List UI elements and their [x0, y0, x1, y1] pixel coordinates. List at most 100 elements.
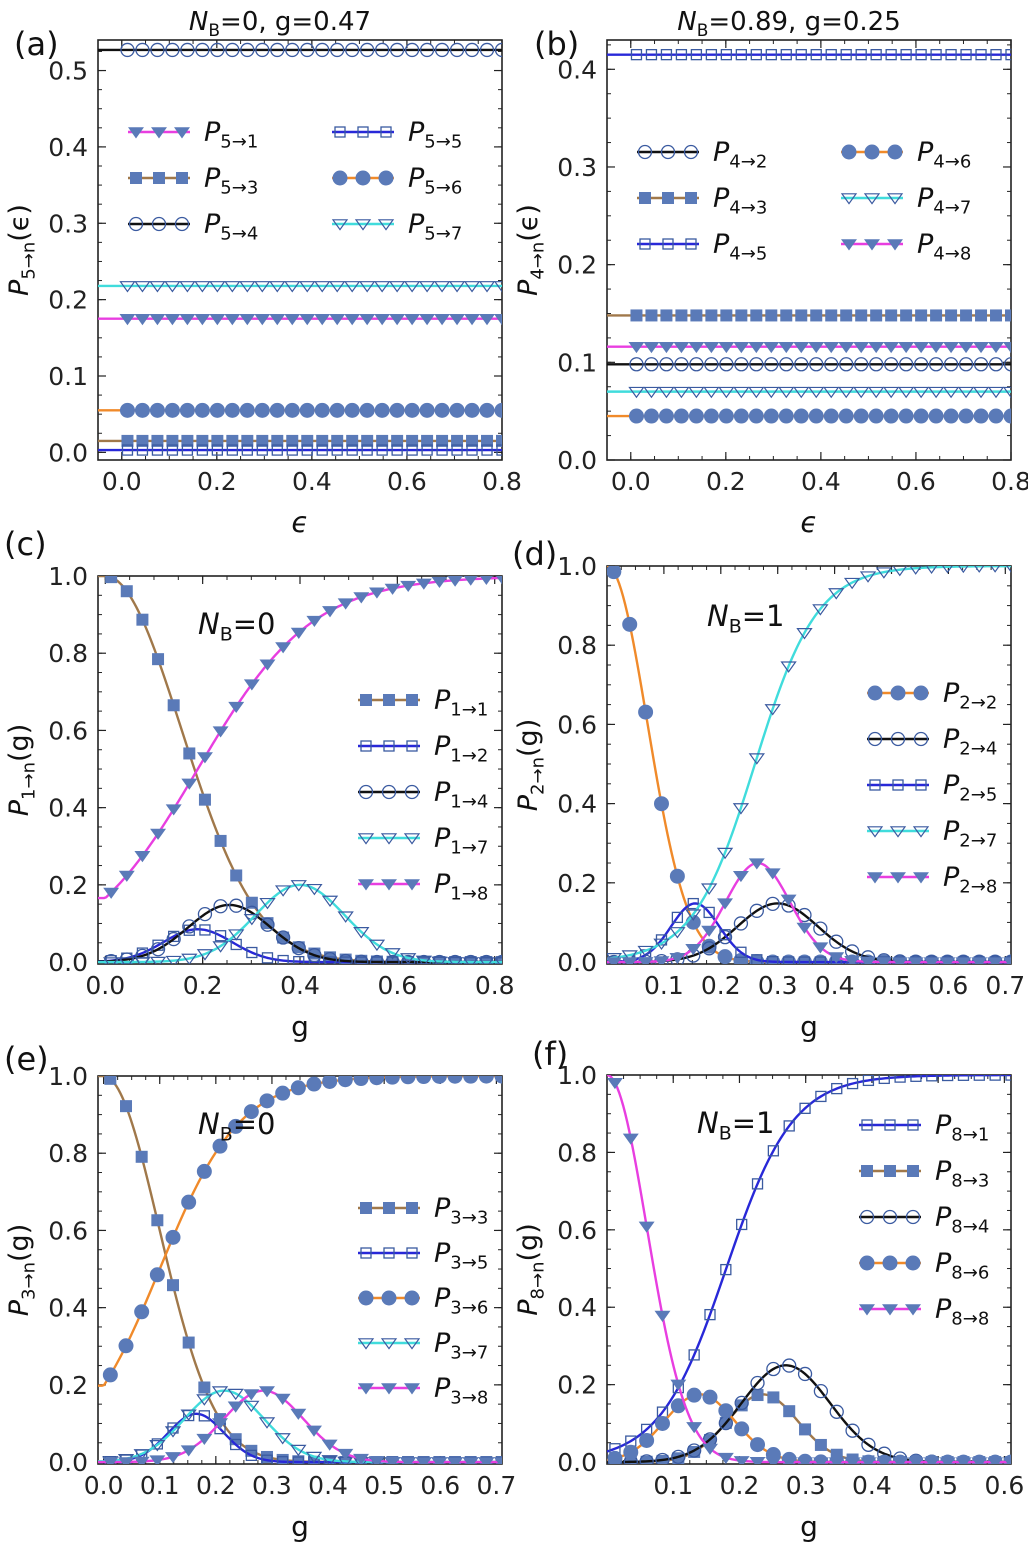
- data-point: [447, 1457, 463, 1464]
- legend-marker: [381, 879, 397, 891]
- data-point: [990, 566, 1000, 573]
- data-point: [134, 281, 151, 293]
- data-point: [1003, 957, 1011, 964]
- data-point: [824, 357, 839, 372]
- y-tick-label: 0.2: [48, 1371, 88, 1400]
- data-point: [778, 341, 795, 354]
- data-point: [462, 1457, 479, 1464]
- data-point: [322, 606, 338, 618]
- legend-marker: [639, 192, 651, 204]
- data-point: [284, 281, 301, 293]
- data-point: [330, 42, 345, 58]
- legend-marker: [130, 172, 142, 184]
- data-point: [306, 1076, 322, 1092]
- data-point: [913, 408, 929, 424]
- data-point: [331, 434, 344, 447]
- y-tick-label: 0.4: [48, 1294, 88, 1323]
- data-point: [269, 281, 286, 293]
- data-point: [686, 1422, 703, 1434]
- legend: P1→1 P1→2 P1→4 P1→7 P1→8: [357, 685, 488, 904]
- x-tick-label: 0.7: [985, 971, 1025, 1000]
- legend-marker: [406, 694, 418, 706]
- data-point: [660, 309, 673, 322]
- data-point: [782, 1358, 797, 1373]
- data-point: [763, 408, 779, 424]
- x-tick-label: 0.2: [706, 467, 746, 496]
- data-point: [322, 951, 338, 964]
- x-tick-label: 0.4: [815, 971, 855, 1000]
- data-point: [447, 1076, 463, 1084]
- data-point: [750, 309, 763, 322]
- legend-marker: [859, 1255, 875, 1271]
- x-tick-label: 0.3: [758, 971, 798, 1000]
- legend-label: P1→4: [434, 777, 488, 812]
- legend-marker: [905, 1304, 921, 1316]
- data-point: [136, 444, 149, 456]
- data-point: [1005, 49, 1011, 61]
- legend-marker: [406, 740, 418, 752]
- data-point: [306, 615, 323, 627]
- data-point: [120, 1100, 133, 1113]
- data-point: [385, 954, 400, 964]
- data-point: [149, 281, 166, 293]
- data-point: [733, 1456, 750, 1464]
- data-point: [213, 899, 228, 914]
- data-point: [225, 42, 240, 58]
- data-point: [719, 929, 731, 941]
- data-point: [700, 883, 718, 895]
- data-point: [748, 386, 765, 399]
- data-point: [404, 42, 420, 58]
- data-point: [329, 314, 346, 326]
- legend-item-5→5: P5→5: [332, 117, 462, 152]
- data-point: [643, 408, 659, 424]
- data-point: [228, 1118, 244, 1134]
- data-point: [750, 1437, 766, 1453]
- plot-frame: [97, 39, 503, 461]
- data-point: [637, 945, 654, 958]
- data-point: [988, 341, 1004, 354]
- data-point: [167, 1279, 180, 1292]
- data-point: [391, 444, 403, 456]
- panel-f: 0.1 0.2 0.3 0.4 0.5 0.6 0.0 0.2 0.4 0.6 0.8 1.0 P8→1…: [513, 1035, 1024, 1543]
- legend: P4→2 P4→3 P4→5 P4→6 P4→7 P4→8: [637, 137, 971, 264]
- series-layer: [607, 1075, 1011, 1464]
- data-point: [718, 341, 735, 354]
- data-point: [780, 309, 793, 322]
- x-tick-label: 0.0: [102, 467, 142, 496]
- data-point: [135, 1150, 148, 1163]
- data-point: [149, 314, 166, 326]
- data-point: [463, 576, 478, 586]
- data-point: [655, 1452, 670, 1464]
- data-point: [799, 1423, 812, 1436]
- data-point: [957, 386, 975, 399]
- legend-item-5→4: P5→4: [128, 209, 258, 244]
- data-point: [629, 357, 644, 372]
- data-point: [179, 314, 196, 326]
- data-point: [181, 434, 194, 447]
- data-point: [960, 49, 972, 61]
- data-point: [810, 309, 823, 322]
- data-point: [926, 1075, 938, 1082]
- data-point: [322, 1076, 338, 1089]
- data-point: [436, 434, 449, 447]
- data-point: [829, 1404, 844, 1419]
- data-point: [102, 1457, 119, 1464]
- y-tick-label: 1.0: [557, 1061, 597, 1090]
- data-point: [275, 642, 292, 654]
- data-point: [404, 402, 420, 418]
- data-point: [290, 1408, 307, 1420]
- data-point: [290, 1080, 306, 1096]
- legend-marker: [358, 879, 374, 891]
- data-point: [958, 357, 974, 372]
- legend-marker: [887, 144, 903, 160]
- legend-item-8→3: P8→3: [859, 1156, 989, 1191]
- data-point: [315, 42, 330, 58]
- y-tick-label: 0.8: [557, 1138, 597, 1167]
- data-point: [290, 880, 307, 892]
- data-point: [419, 314, 436, 326]
- data-point: [181, 778, 198, 790]
- legend: P8→1 P8→3 P8→4 P8→6 P8→8: [859, 1110, 989, 1329]
- data-point: [243, 1400, 260, 1413]
- y-axis-label: P3→n(g): [4, 1224, 39, 1316]
- data-point: [494, 314, 502, 326]
